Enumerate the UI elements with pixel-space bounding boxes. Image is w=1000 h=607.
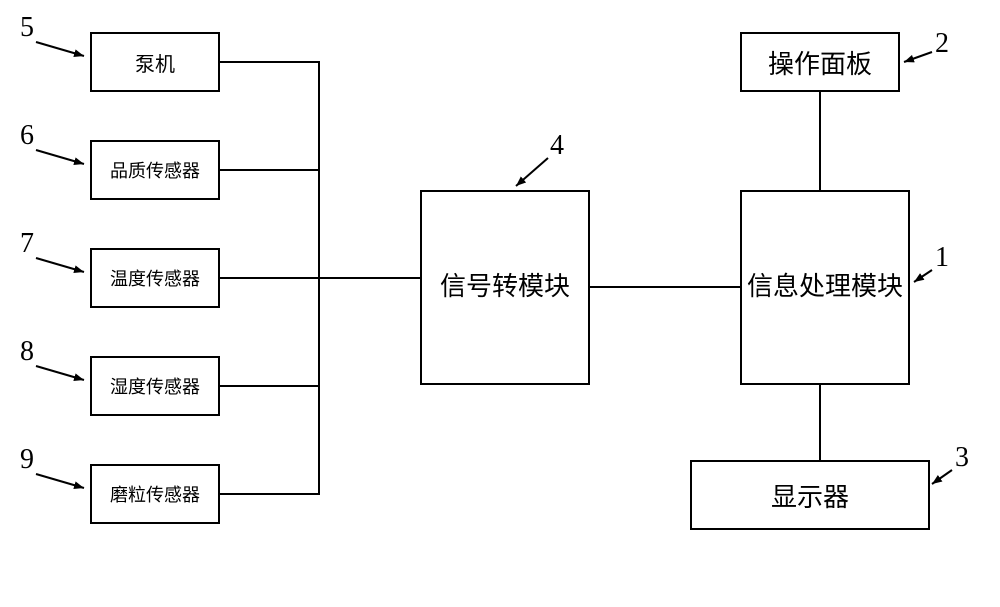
info-module-box: 信息处理模块 xyxy=(740,190,910,385)
callout-4: 4 xyxy=(550,130,564,162)
connector-line xyxy=(819,92,821,190)
callout-1: 1 xyxy=(935,242,949,274)
connector-line xyxy=(220,169,320,171)
signal-module-label: 信号转模块 xyxy=(440,269,570,305)
connector-line xyxy=(220,493,320,495)
callout-3: 3 xyxy=(955,442,969,474)
temp-sensor-label: 温度传感器 xyxy=(110,265,200,291)
display-box: 显示器 xyxy=(690,460,930,530)
control-panel-label: 操作面板 xyxy=(768,44,872,81)
temp-sensor-box: 温度传感器 xyxy=(90,248,220,308)
connector-line xyxy=(220,385,320,387)
callout-2: 2 xyxy=(935,28,949,60)
callout-9: 9 xyxy=(20,444,34,476)
signal-module-box: 信号转模块 xyxy=(420,190,590,385)
pump-label: 泵机 xyxy=(135,48,175,77)
control-panel-box: 操作面板 xyxy=(740,32,900,92)
callout-7: 7 xyxy=(20,228,34,260)
connector-line xyxy=(220,61,320,63)
abrasive-sensor-label: 磨粒传感器 xyxy=(110,481,200,507)
connector-line xyxy=(819,385,821,460)
connector-line xyxy=(590,286,740,288)
connector-line xyxy=(220,277,320,279)
humidity-sensor-label: 湿度传感器 xyxy=(110,373,200,399)
callout-6: 6 xyxy=(20,120,34,152)
pump-box: 泵机 xyxy=(90,32,220,92)
abrasive-sensor-box: 磨粒传感器 xyxy=(90,464,220,524)
info-module-label: 信息处理模块 xyxy=(747,269,903,305)
callout-8: 8 xyxy=(20,336,34,368)
callout-5: 5 xyxy=(20,12,34,44)
display-label: 显示器 xyxy=(771,477,849,514)
quality-sensor-label: 品质传感器 xyxy=(110,157,200,183)
quality-sensor-box: 品质传感器 xyxy=(90,140,220,200)
humidity-sensor-box: 湿度传感器 xyxy=(90,356,220,416)
connector-line xyxy=(320,277,420,279)
